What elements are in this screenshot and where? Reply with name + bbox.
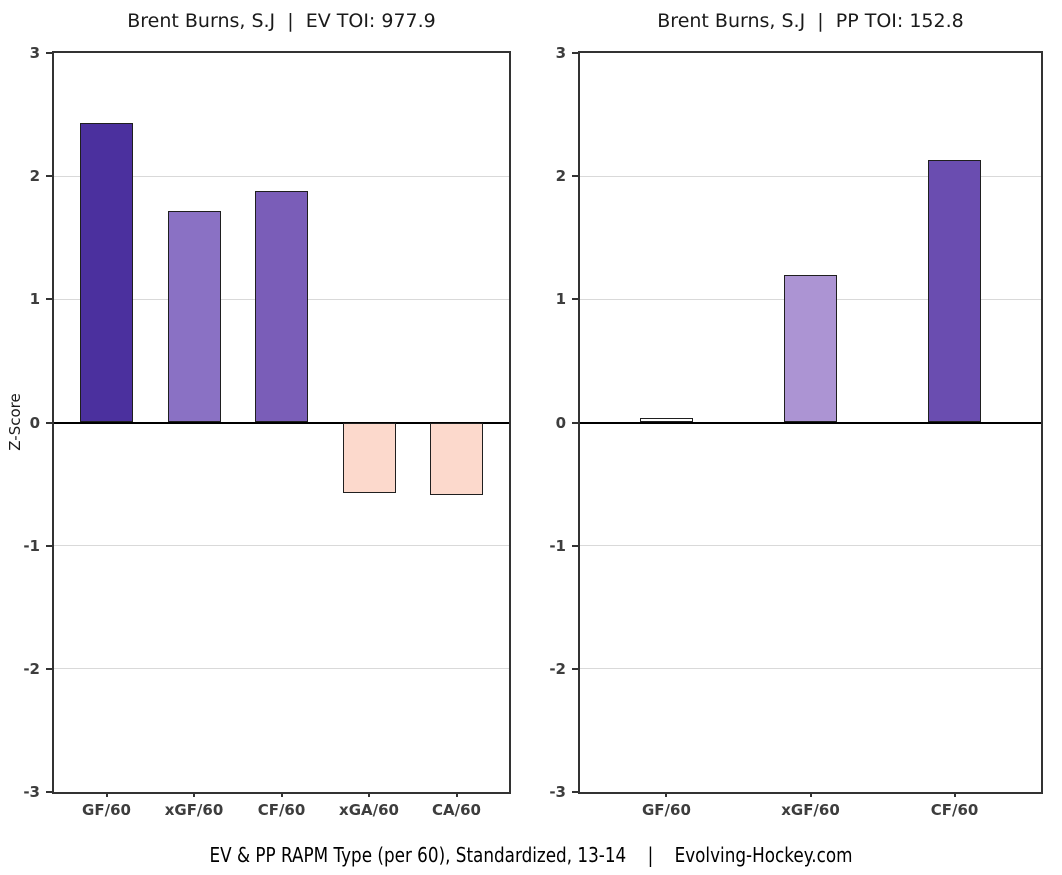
- x-axis-tick: [193, 792, 195, 797]
- y-tick-label: 3: [29, 44, 40, 62]
- bar-ca-60: [430, 422, 483, 496]
- bar-xgf-60: [784, 274, 837, 423]
- gridline: [580, 545, 1041, 547]
- y-axis-tick: [572, 544, 578, 547]
- y-axis-tick: [46, 544, 52, 547]
- bar-cf-60: [255, 190, 308, 423]
- x-tick-label-xgf-60: xGF/60: [164, 801, 224, 819]
- y-axis-tick: [46, 667, 52, 670]
- y-tick-label: -2: [23, 659, 40, 678]
- x-tick-label-xga-60: xGA/60: [339, 801, 399, 819]
- x-axis-tick: [280, 792, 283, 797]
- bar-xgf-60: [167, 210, 221, 423]
- x-axis-tick: [368, 792, 370, 797]
- ev-chart-title: Brent Burns, S.J | EV TOI: 977.9: [127, 10, 436, 32]
- pp-chart-title: Brent Burns, S.J | PP TOI: 152.8: [657, 10, 964, 32]
- x-tick-label-cf-60: CF/60: [257, 801, 306, 819]
- y-axis-tick: [46, 298, 52, 301]
- y-axis-tick: [46, 52, 52, 54]
- y-tick-label: 2: [555, 167, 566, 186]
- y-tick-label: -3: [23, 783, 40, 801]
- y-axis-tick: [572, 175, 578, 178]
- x-tick-label-cf-60: CF/60: [930, 801, 979, 819]
- y-tick-label: 3: [555, 44, 566, 62]
- bar-cf-60: [928, 160, 982, 423]
- pp-plot-area: 3 2 1 0 -1 -2 -3 GF/60 xGF/60 CF/60: [549, 44, 1043, 819]
- x-axis-tick: [809, 792, 812, 797]
- gridline: [580, 175, 1041, 177]
- bar-gf-60: [639, 417, 693, 423]
- y-tick-label: -1: [549, 536, 566, 555]
- x-tick-label-gf-60: GF/60: [82, 801, 131, 819]
- y-axis-tick: [46, 421, 52, 424]
- bar-xga-60: [342, 422, 396, 493]
- y-tick-label: 0: [29, 413, 40, 432]
- y-axis-tick: [46, 791, 52, 793]
- zero-baseline: [54, 421, 509, 424]
- x-tick-label-xgf-60: xGF/60: [781, 801, 840, 819]
- y-tick-label: -2: [549, 659, 566, 678]
- x-axis-tick: [105, 792, 108, 797]
- gridline: [54, 175, 509, 177]
- bar-gf-60: [80, 123, 133, 423]
- ev-plot-area: 3 2 1 0 -1 -2 -3 GF/60 xGF/60 CF/60 xGA/60 CA/60: [23, 44, 511, 819]
- x-tick-label-gf-60: GF/60: [641, 801, 691, 819]
- x-axis-tick: [953, 792, 956, 797]
- y-tick-label: -1: [23, 536, 40, 555]
- y-axis-tick: [572, 52, 578, 54]
- gridline: [580, 668, 1041, 670]
- x-axis-tick: [665, 792, 668, 797]
- gridline: [54, 668, 509, 670]
- y-axis-tick: [572, 421, 578, 424]
- x-axis-tick: [455, 792, 458, 797]
- y-axis-tick: [46, 175, 52, 178]
- y-tick-label: 2: [29, 167, 40, 186]
- y-tick-label: 1: [555, 290, 566, 309]
- y-axis-tick: [572, 298, 578, 301]
- zero-baseline: [580, 421, 1041, 424]
- y-axis-tick: [572, 667, 578, 670]
- y-tick-label: 0: [555, 413, 566, 432]
- y-tick-label: -3: [549, 783, 566, 801]
- y-axis-tick: [572, 791, 578, 793]
- figure-caption: EV & PP RAPM Type (per 60), Standardized…: [209, 843, 853, 867]
- y-tick-label: 1: [29, 290, 40, 309]
- gridline: [54, 545, 509, 547]
- x-tick-label-ca-60: CA/60: [432, 801, 481, 819]
